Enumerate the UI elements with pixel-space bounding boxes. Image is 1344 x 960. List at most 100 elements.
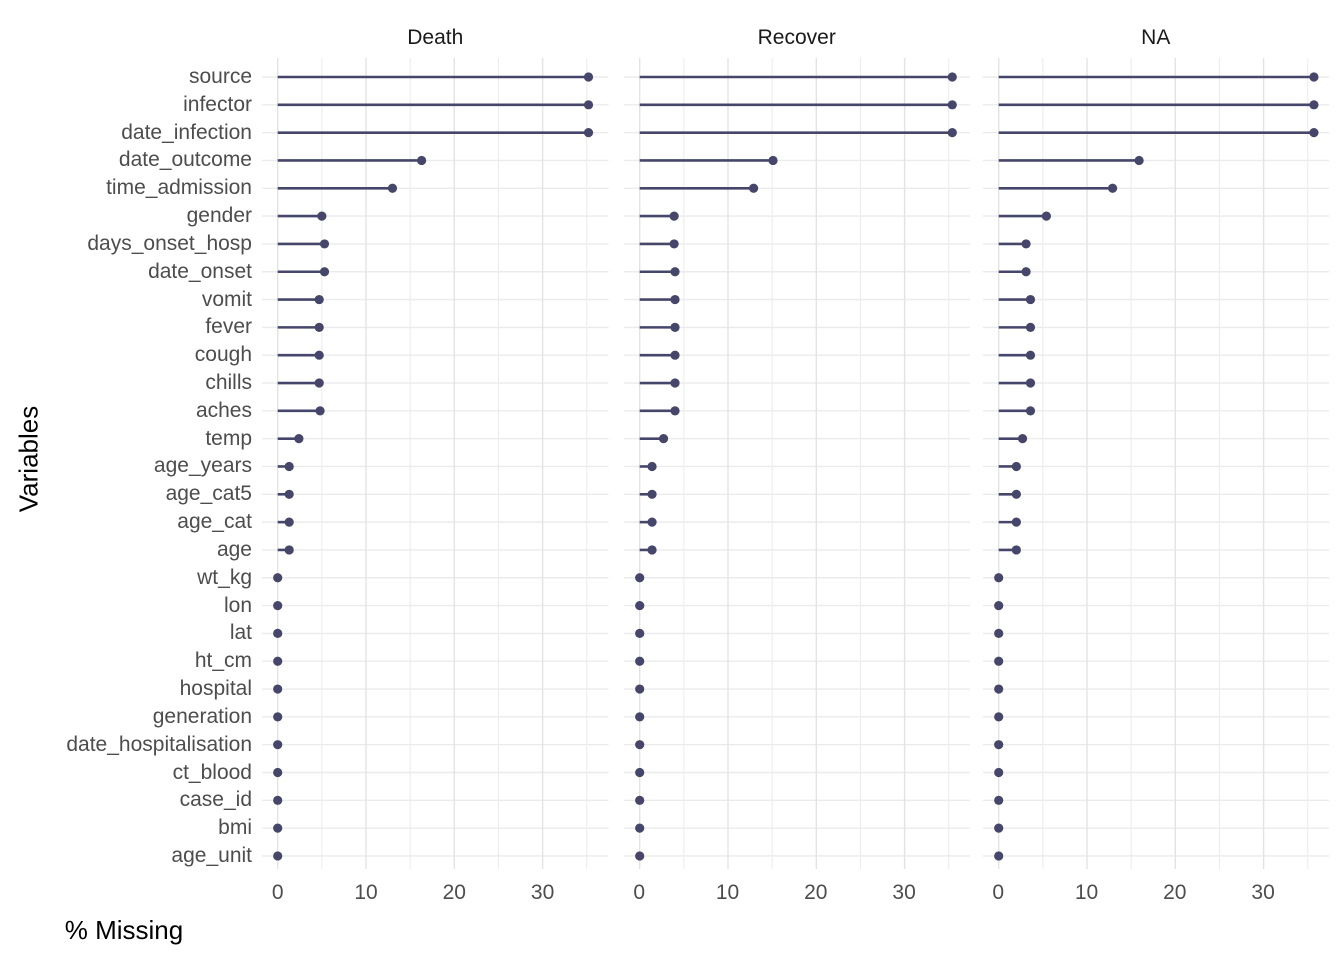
x-tick-label: 0 — [992, 881, 1005, 904]
x-tick-label: 0 — [633, 881, 646, 904]
variable-label-chills: chills — [205, 371, 252, 395]
variable-label-gender: gender — [186, 204, 252, 228]
variable-label-temp: temp — [205, 426, 252, 450]
lollipop-dot — [748, 183, 758, 193]
lollipop-dot — [1308, 128, 1319, 138]
variable-label-lat: lat — [229, 621, 252, 645]
lollipop-dot — [1025, 350, 1035, 360]
lollipop-dot — [273, 740, 283, 750]
lollipop-dot — [1025, 406, 1035, 416]
lollipop-dot — [273, 628, 283, 639]
y-axis-title: Variables — [13, 405, 44, 513]
variable-label-infector: infector — [183, 92, 252, 116]
lollipop-dot — [583, 100, 594, 110]
variable-label-fever: fever — [205, 315, 252, 339]
lollipop-dot — [669, 350, 680, 360]
lollipop-dot — [634, 628, 644, 639]
lollipop-dot — [1025, 322, 1035, 332]
facet-title-death: Death — [407, 26, 464, 49]
facet-panel-death — [262, 58, 609, 869]
lollipop-dot — [947, 72, 957, 82]
lollipop-dot — [634, 712, 644, 722]
lollipop-dot — [387, 183, 398, 193]
facet-title-recover: Recover — [757, 26, 836, 49]
lollipop-dot — [634, 656, 644, 666]
lollipop-dot — [314, 322, 324, 332]
x-tick-label: 30 — [530, 881, 555, 904]
x-axis-title-row: % Missing — [0, 914, 1344, 946]
lollipop-dot — [583, 128, 594, 138]
lollipop-dot — [993, 851, 1003, 861]
lollipop-dot — [993, 823, 1003, 833]
lollipop-dot — [315, 406, 325, 416]
lollipop-dot — [583, 72, 594, 82]
variable-label-bmi: bmi — [218, 816, 252, 840]
lollipop-dot — [669, 378, 680, 388]
lollipop-dot — [993, 795, 1003, 805]
lollipop-dot — [634, 600, 644, 611]
x-tick-label: 20 — [442, 881, 466, 904]
lollipop-dot — [646, 461, 657, 472]
lollipop-dot — [646, 517, 657, 527]
variable-label-source: source — [188, 65, 252, 88]
variable-label-generation: generation — [152, 704, 252, 728]
lollipop-dot — [273, 600, 283, 611]
lollipop-dot — [634, 767, 644, 778]
lollipop-dot — [669, 406, 680, 416]
variable-label-date_onset: date_onset — [148, 259, 252, 283]
x-tick-label: 10 — [1074, 881, 1099, 904]
lollipop-dot — [284, 517, 294, 527]
lollipop-dot — [669, 211, 679, 221]
lollipop-dot — [646, 545, 657, 555]
lollipop-dot — [1025, 378, 1035, 388]
variable-label-time_admission: time_admission — [106, 176, 252, 200]
lollipop-dot — [1025, 294, 1035, 305]
lollipop-dot — [993, 656, 1003, 666]
x-tick-label: 10 — [715, 881, 740, 904]
lollipop-dot — [646, 489, 657, 499]
facet-panel-na — [982, 58, 1329, 869]
lollipop-dot — [658, 434, 668, 444]
lollipop-dot — [669, 239, 679, 249]
lollipop-dot — [284, 461, 294, 472]
lollipop-dot — [947, 100, 957, 110]
variable-label-age_unit: age_unit — [171, 843, 252, 867]
variable-label-wt_kg: wt_kg — [197, 565, 252, 589]
x-axis-title: % Missing — [64, 915, 184, 945]
facet-panel-recover — [623, 58, 970, 869]
lollipop-dot — [417, 155, 427, 166]
variable-label-ct_blood: ct_blood — [172, 760, 252, 784]
variable-label-lon: lon — [223, 593, 252, 617]
lollipop-dot — [1011, 461, 1021, 472]
variable-label-age_cat5: age_cat5 — [165, 482, 252, 506]
variable-label-age: age — [216, 537, 252, 561]
variable-label-ht_cm: ht_cm — [194, 649, 252, 673]
lollipop-dot — [314, 294, 324, 305]
lollipop-dot — [634, 684, 644, 694]
lollipop-dot — [993, 684, 1003, 694]
lollipop-dot — [634, 851, 644, 861]
lollipop-dot — [1011, 489, 1021, 499]
variable-label-date_infection: date_infection — [121, 120, 252, 144]
lollipop-dot — [634, 740, 644, 750]
variable-label-hospital: hospital — [179, 677, 252, 701]
lollipop-dot — [273, 573, 283, 583]
lollipop-dot — [273, 851, 283, 861]
lollipop-dot — [669, 322, 680, 332]
variable-label-age_cat: age_cat — [177, 510, 252, 534]
lollipop-dot — [634, 795, 644, 805]
lollipop-dot — [1011, 517, 1021, 527]
lollipop-dot — [1308, 100, 1319, 110]
lollipop-dot — [273, 795, 283, 805]
lollipop-dot — [993, 712, 1003, 722]
lollipop-dot — [993, 628, 1003, 639]
x-tick-label: 30 — [1251, 881, 1275, 904]
lollipop-dot — [669, 294, 680, 305]
lollipop-dot — [1107, 183, 1117, 193]
variable-label-date_hospitalisation: date_hospitalisation — [66, 732, 252, 756]
lollipop-dot — [767, 155, 778, 166]
lollipop-dot — [273, 712, 283, 722]
lollipop-dot — [1020, 239, 1031, 249]
lollipop-dot — [634, 823, 644, 833]
lollipop-dot — [314, 350, 324, 360]
